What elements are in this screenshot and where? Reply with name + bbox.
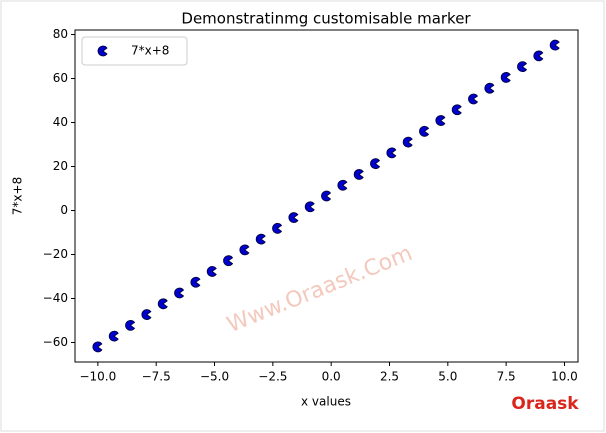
y-axis-label: 7*x+8 — [11, 177, 25, 215]
x-tick-label: 0.0 — [322, 370, 341, 384]
marker — [272, 222, 283, 234]
marker — [517, 61, 528, 73]
logo: Oraask — [511, 394, 579, 414]
x-axis-label: x values — [301, 395, 351, 409]
marker — [484, 82, 495, 94]
x-tick-label: −10.0 — [79, 370, 116, 384]
y-tick-label: 60 — [53, 71, 68, 85]
y-tick-label: 20 — [53, 159, 68, 173]
y-tick-label: 40 — [53, 115, 68, 129]
marker — [174, 287, 185, 299]
x-tick-label: −5.0 — [200, 370, 229, 384]
y-tick-label: −20 — [43, 247, 68, 261]
marker — [141, 309, 152, 320]
x-tick-label: −2.5 — [258, 370, 287, 384]
marker — [337, 179, 348, 191]
y-tick-label: 0 — [60, 203, 68, 217]
legend-box — [81, 36, 188, 66]
legend-label: 7*x+8 — [131, 44, 169, 58]
marker — [255, 233, 266, 245]
legend-marker — [97, 45, 108, 57]
marker — [419, 125, 430, 137]
marker — [108, 330, 119, 342]
x-tick-label: 5.0 — [438, 370, 457, 384]
marker — [451, 104, 462, 116]
marker — [353, 169, 364, 180]
marker — [223, 255, 234, 267]
marker — [370, 158, 381, 170]
x-tick-label: 10.0 — [551, 370, 578, 384]
y-tick-label: −40 — [43, 291, 68, 305]
marker — [288, 212, 299, 223]
marker — [239, 244, 250, 256]
marker — [157, 298, 168, 310]
marker — [304, 201, 315, 213]
marker — [435, 115, 446, 126]
x-tick-label: 2.5 — [380, 370, 399, 384]
plot-area — [74, 29, 579, 363]
chart-title: Demonstratinmg customisable marker — [181, 10, 471, 28]
x-tick-label: −7.5 — [142, 370, 171, 384]
y-tick-label: 80 — [53, 27, 68, 41]
marker — [190, 276, 201, 288]
x-tick-label: 7.5 — [497, 370, 516, 384]
marker — [206, 266, 217, 277]
marker — [386, 147, 397, 159]
marker — [533, 50, 544, 62]
marker — [549, 39, 560, 51]
y-tick-label: −60 — [43, 335, 68, 349]
marker — [92, 341, 103, 353]
marker — [500, 72, 511, 83]
marker — [125, 319, 136, 331]
marker — [468, 93, 479, 105]
marker — [402, 136, 413, 148]
marker — [321, 190, 332, 202]
